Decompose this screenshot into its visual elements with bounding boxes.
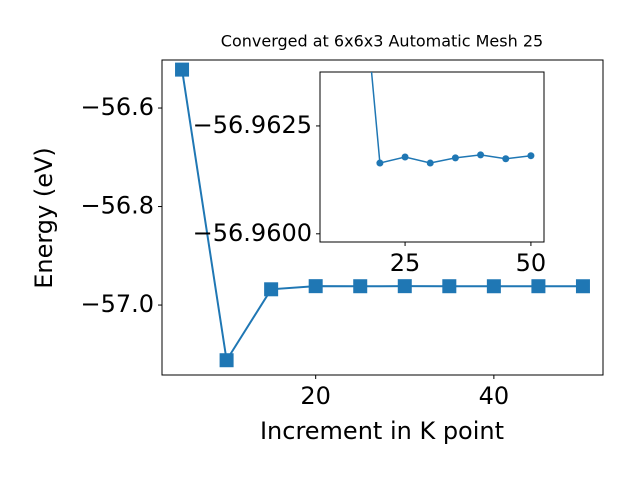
y-tick-label: −56.6 (80, 93, 154, 121)
x-tick-label: 50 (516, 249, 547, 277)
marker (575, 279, 590, 294)
series-line (370, 72, 532, 164)
x-tick-label: 25 (390, 249, 421, 277)
plot-area (370, 72, 535, 167)
marker (175, 62, 190, 77)
marker (451, 154, 459, 162)
inset-frame (319, 71, 545, 243)
marker (401, 153, 409, 161)
y-tick-label: −57.0 (80, 290, 154, 318)
marker (531, 279, 546, 294)
marker (442, 279, 457, 294)
y-tick-label: −56.8 (80, 192, 154, 220)
marker (486, 279, 501, 294)
plot-area (175, 62, 590, 368)
marker (397, 279, 412, 294)
marker (219, 353, 234, 368)
marker (376, 159, 384, 167)
marker (353, 279, 368, 294)
series-line (181, 69, 583, 364)
x-tick-label: 20 (300, 382, 331, 410)
y-tick-label: −56.9625 (193, 111, 312, 139)
marker (477, 151, 485, 159)
x-axis-label: Increment in K point (260, 417, 504, 445)
y-axis-label: Energy (eV) (30, 147, 58, 289)
marker (264, 282, 279, 297)
x-tick-label: 40 (479, 382, 510, 410)
marker (502, 155, 510, 163)
y-tick-label: −56.9600 (193, 219, 312, 247)
marker (426, 159, 434, 167)
chart-title: Converged at 6x6x3 Automatic Mesh 25 (221, 32, 543, 51)
marker (308, 279, 323, 294)
marker (527, 152, 535, 160)
